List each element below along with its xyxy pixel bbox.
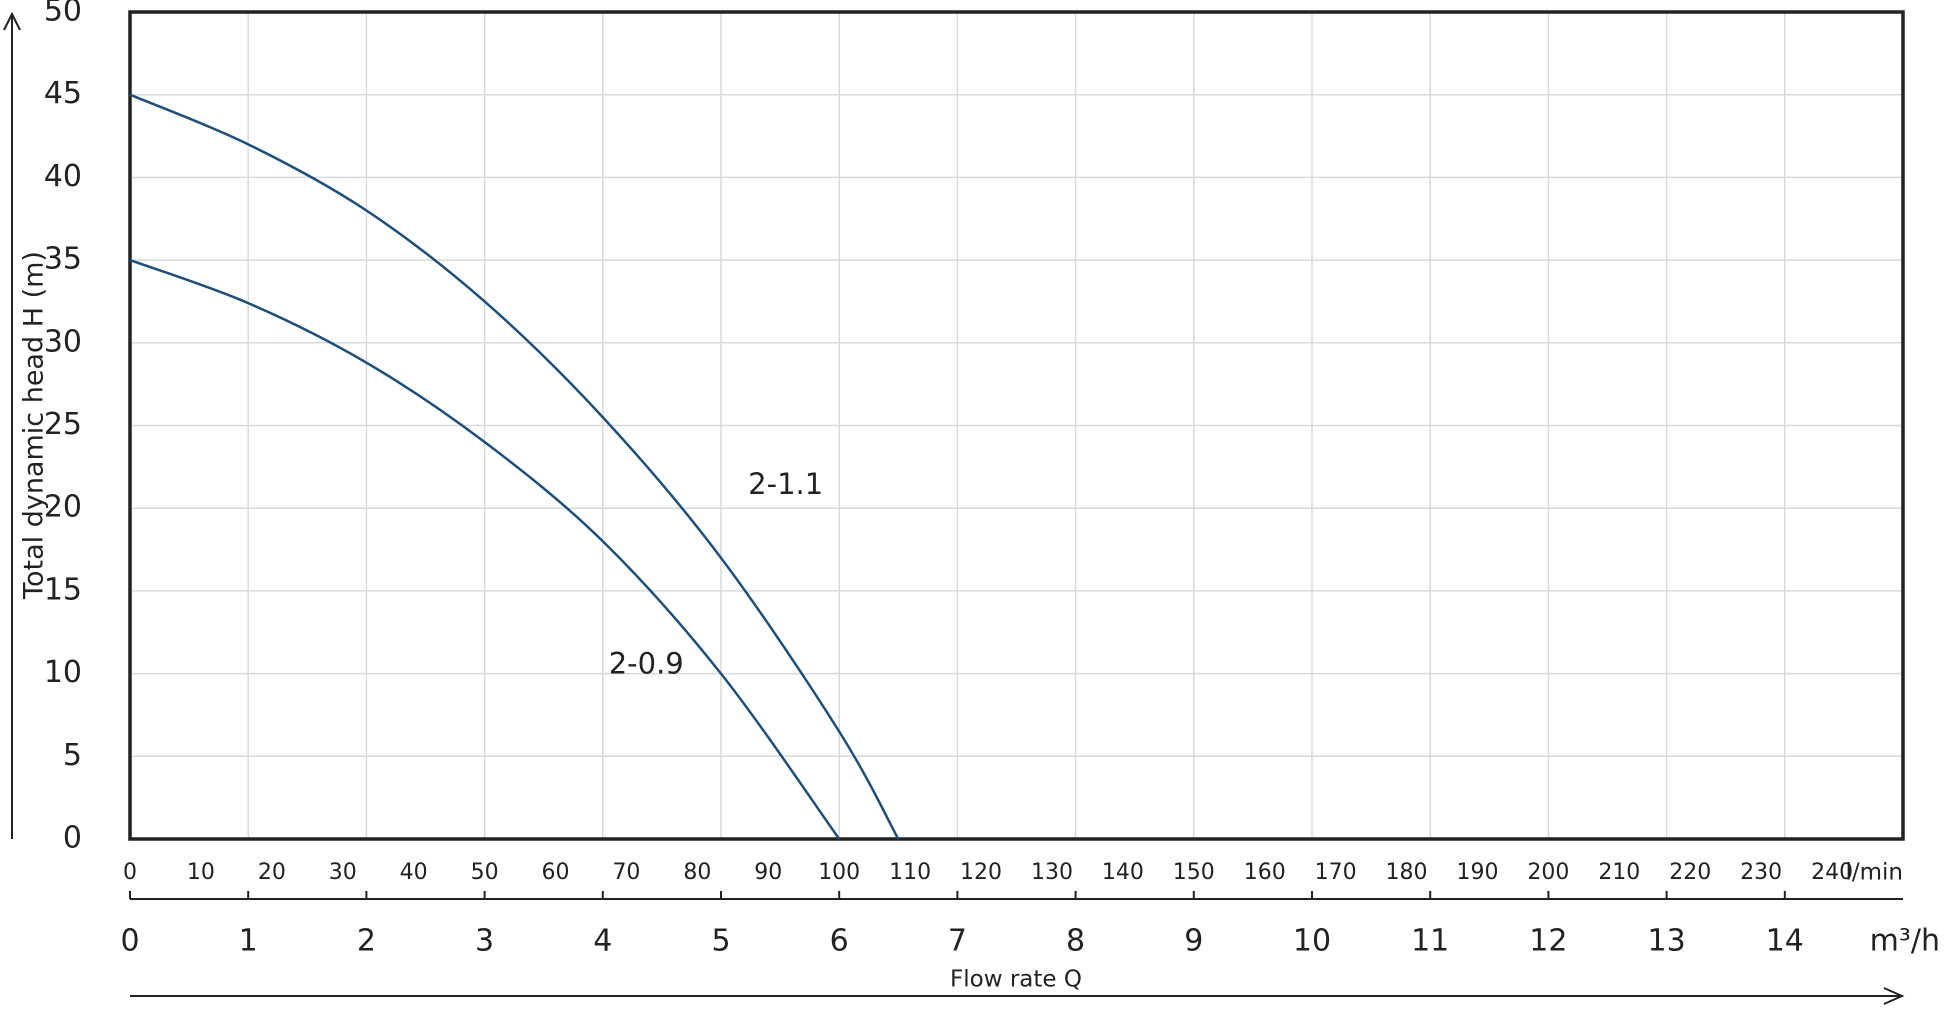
y-tick-label: 5 bbox=[63, 738, 82, 773]
y-tick-label: 45 bbox=[44, 76, 82, 111]
y-axis-label: Total dynamic head H (m) bbox=[19, 251, 50, 600]
x2-tick-label: 180 bbox=[1386, 860, 1428, 885]
x2-tick-label: 210 bbox=[1598, 860, 1640, 885]
x-tick-label: 0 bbox=[120, 924, 139, 959]
x2-tick-label: 50 bbox=[471, 860, 499, 885]
x2-tick-label: 190 bbox=[1456, 860, 1498, 885]
curve-label: 2-1.1 bbox=[748, 467, 823, 501]
y-tick-label: 35 bbox=[44, 242, 82, 277]
y-tick-label: 50 bbox=[44, 0, 82, 29]
x2-tick-label: 170 bbox=[1315, 860, 1357, 885]
x-tick-label: 12 bbox=[1529, 924, 1567, 959]
x-tick-label: 10 bbox=[1293, 924, 1331, 959]
x2-tick-label: 80 bbox=[683, 860, 711, 885]
x-tick-label: 14 bbox=[1766, 924, 1804, 959]
curve bbox=[129, 93, 900, 840]
x2-tick-label: 10 bbox=[187, 860, 215, 885]
x-tick-label: 1 bbox=[239, 924, 258, 959]
x-tick-label: 6 bbox=[830, 924, 849, 959]
y-tick-label: 30 bbox=[44, 324, 82, 359]
x2-tick-label: 90 bbox=[754, 860, 782, 885]
x2-tick-label: 220 bbox=[1669, 860, 1711, 885]
x2-tick-label: 230 bbox=[1740, 860, 1782, 885]
y-arrow-head bbox=[3, 11, 21, 31]
x-tick-label: 13 bbox=[1648, 924, 1686, 959]
x2-tick-label: 110 bbox=[889, 860, 931, 885]
x-axis-label: Flow rate Q bbox=[950, 967, 1082, 993]
x-tick-label: 4 bbox=[593, 924, 612, 959]
x2-tick-label: 200 bbox=[1527, 860, 1569, 885]
x2-tick-label: 130 bbox=[1031, 860, 1073, 885]
x-unit: m³/h bbox=[1870, 924, 1940, 959]
y-tick-label: 40 bbox=[44, 159, 82, 194]
y-tick-label: 0 bbox=[63, 821, 82, 856]
x-tick-label: 8 bbox=[1066, 924, 1085, 959]
y-tick-label: 15 bbox=[44, 572, 82, 607]
x-tick-label: 3 bbox=[475, 924, 494, 959]
x2-tick-label: 160 bbox=[1244, 860, 1286, 885]
plot-frame bbox=[128, 10, 1905, 841]
y-tick-label: 10 bbox=[44, 655, 82, 690]
x2-tick-label: 100 bbox=[818, 860, 860, 885]
x-tick-label: 5 bbox=[711, 924, 730, 959]
x2-tick-label: 0 bbox=[123, 860, 137, 885]
x-tick-label: 2 bbox=[357, 924, 376, 959]
x2-unit: l/min bbox=[1845, 860, 1903, 886]
y-tick-label: 25 bbox=[44, 407, 82, 442]
curve bbox=[129, 258, 841, 840]
x2-tick-label: 120 bbox=[960, 860, 1002, 885]
x2-tick-label: 20 bbox=[258, 860, 286, 885]
x2-tick-label: 240 bbox=[1811, 860, 1853, 885]
x2-tick-label: 30 bbox=[329, 860, 357, 885]
y-tick-label: 20 bbox=[44, 490, 82, 525]
x2-tick-label: 60 bbox=[542, 860, 570, 885]
x2-tick-label: 140 bbox=[1102, 860, 1144, 885]
x2-tick-label: 150 bbox=[1173, 860, 1215, 885]
x-tick-label: 9 bbox=[1184, 924, 1203, 959]
x2-tick-label: 40 bbox=[400, 860, 428, 885]
x2-tick-label: 70 bbox=[612, 860, 640, 885]
x-tick-label: 11 bbox=[1411, 924, 1449, 959]
curve-label: 2-0.9 bbox=[609, 646, 684, 680]
x-tick-label: 7 bbox=[948, 924, 967, 959]
x-arrow-head bbox=[1883, 987, 1905, 1005]
